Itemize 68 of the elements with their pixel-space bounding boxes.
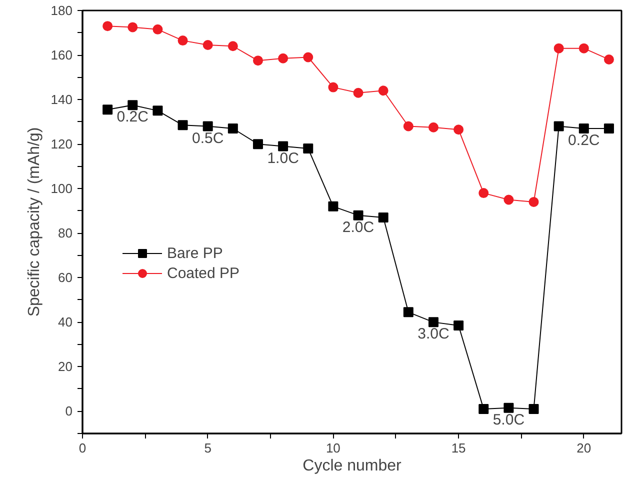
y-tick-label: 180 bbox=[50, 3, 73, 18]
y-tick-label: 120 bbox=[50, 136, 73, 152]
point bbox=[303, 144, 314, 154]
legend-label: Bare PP bbox=[167, 244, 223, 262]
y-tick-label: 80 bbox=[58, 226, 73, 241]
y-tick-label: 140 bbox=[50, 92, 73, 108]
point bbox=[604, 123, 614, 134]
point bbox=[578, 123, 589, 134]
point bbox=[152, 106, 163, 116]
point bbox=[278, 53, 288, 64]
point bbox=[604, 54, 614, 64]
point bbox=[228, 123, 238, 134]
point bbox=[403, 307, 414, 318]
point bbox=[478, 188, 489, 198]
point bbox=[353, 88, 364, 98]
point bbox=[178, 36, 188, 46]
point bbox=[578, 43, 589, 54]
y-axis-title: Specific capacity / (mAh/g) bbox=[26, 127, 43, 317]
point bbox=[128, 100, 138, 110]
point bbox=[428, 122, 438, 132]
annotation: 0.2C bbox=[568, 132, 600, 149]
point bbox=[403, 121, 414, 132]
y-tick-label: 160 bbox=[50, 48, 73, 63]
x-tick-label: 5 bbox=[204, 440, 212, 456]
legend-label: Coated PP bbox=[167, 264, 240, 282]
annotation: 1.0C bbox=[267, 150, 300, 167]
point bbox=[102, 21, 113, 32]
x-tick-label: 10 bbox=[326, 440, 340, 456]
point bbox=[554, 43, 564, 54]
point bbox=[102, 104, 113, 115]
x-tick-label: 0 bbox=[78, 440, 86, 456]
point bbox=[252, 56, 263, 66]
y-tick-label: 60 bbox=[58, 270, 73, 286]
point bbox=[454, 124, 464, 135]
y-tick-label: 40 bbox=[58, 314, 73, 330]
point bbox=[378, 86, 388, 96]
annotation: 2.0C bbox=[342, 218, 374, 236]
annotation: 0.5C bbox=[192, 130, 224, 147]
y-tick-label: 0 bbox=[65, 404, 73, 419]
point bbox=[528, 404, 539, 414]
x-axis-title: Cycle number bbox=[302, 458, 402, 474]
annotation: 3.0C bbox=[418, 326, 450, 343]
point bbox=[504, 194, 514, 205]
point bbox=[454, 320, 464, 331]
point bbox=[178, 120, 188, 130]
point bbox=[478, 404, 489, 414]
x-tick-label: 20 bbox=[576, 440, 592, 456]
point bbox=[353, 210, 364, 220]
point bbox=[202, 121, 213, 132]
annotation: 5.0C bbox=[492, 411, 525, 428]
point bbox=[252, 139, 263, 150]
point bbox=[528, 196, 539, 207]
point bbox=[328, 201, 338, 212]
point bbox=[328, 82, 338, 92]
point bbox=[378, 212, 388, 223]
point bbox=[303, 52, 314, 62]
point bbox=[152, 24, 163, 34]
x-tick-label: 15 bbox=[451, 440, 466, 456]
point bbox=[554, 121, 564, 132]
point bbox=[278, 141, 288, 152]
annotation: 0.2C bbox=[116, 108, 149, 126]
point bbox=[202, 40, 213, 50]
point bbox=[504, 402, 514, 413]
y-tick-label: 100 bbox=[50, 181, 73, 196]
point bbox=[128, 22, 138, 32]
point bbox=[228, 41, 238, 52]
y-tick-label: 20 bbox=[58, 359, 73, 374]
point bbox=[428, 317, 438, 328]
